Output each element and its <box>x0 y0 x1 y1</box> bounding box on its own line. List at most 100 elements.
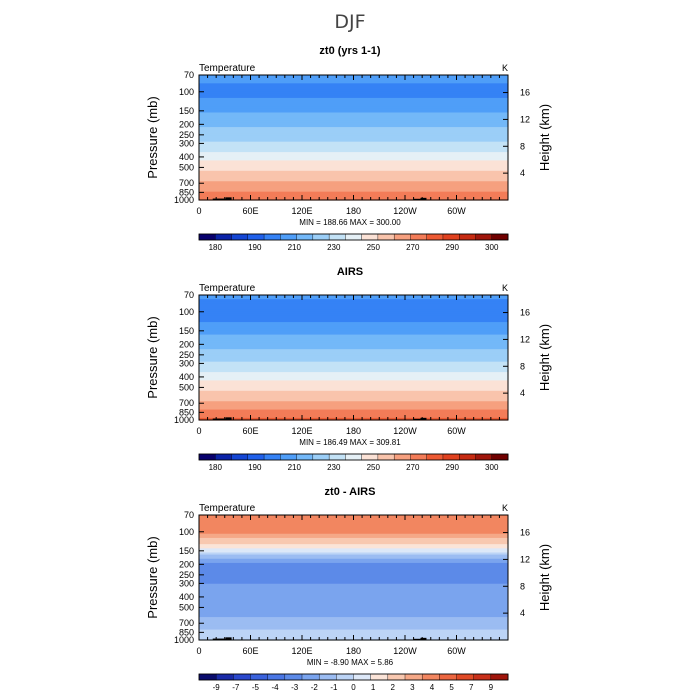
field-band <box>199 625 508 629</box>
field-band <box>199 156 508 159</box>
field <box>199 515 508 641</box>
panel-2: AIRS Temperature K Pressure (mb) 70 100 150 200… <box>145 266 552 472</box>
field-band <box>199 83 508 87</box>
field-band <box>199 367 508 371</box>
x-tick-label: 60E <box>242 206 258 216</box>
colorbar-label: 230 <box>327 243 341 252</box>
field-band <box>199 317 508 321</box>
colorbar-label: 290 <box>446 463 460 472</box>
field-band <box>199 133 508 137</box>
field-band <box>199 97 508 101</box>
field-band <box>199 577 508 581</box>
field-band <box>199 332 508 336</box>
colorbar: 180 190 210 230 250 270 290 300 <box>198 453 509 472</box>
colorbar-label: 2 <box>391 683 396 692</box>
field-band <box>199 382 508 386</box>
colorbar-swatch <box>491 233 509 241</box>
colorbar-frame <box>198 453 509 461</box>
height-tick-label: 16 <box>520 88 530 98</box>
field-band <box>199 600 508 604</box>
field-band <box>199 172 508 176</box>
colorbar-swatch <box>370 673 389 681</box>
field-band <box>199 93 508 97</box>
field-band <box>199 305 508 309</box>
field-band <box>199 523 508 527</box>
land-mask <box>420 197 427 200</box>
colorbar-swatch <box>231 453 249 461</box>
field-band <box>199 631 508 635</box>
field-band <box>199 407 508 411</box>
pressure-tick-label: 200 <box>179 559 194 569</box>
field-band <box>199 309 508 313</box>
field-band <box>199 189 508 193</box>
height-tick-label: 16 <box>520 528 530 538</box>
field-band <box>199 110 508 114</box>
pressure-tick-label: 150 <box>179 326 194 336</box>
field-band <box>199 606 508 610</box>
field-band <box>199 347 508 350</box>
field-band <box>199 112 508 116</box>
field-band <box>199 550 508 554</box>
field-band <box>199 596 508 599</box>
colorbar-swatch <box>263 453 281 461</box>
colorbar-swatch <box>426 453 444 461</box>
pressure-tick-label: 100 <box>179 527 194 537</box>
colorbar-swatch <box>393 453 411 461</box>
colorbar-swatch <box>280 233 298 241</box>
field-band <box>199 359 508 363</box>
field-band <box>199 363 508 367</box>
field-band <box>199 573 508 577</box>
field-band <box>199 604 508 608</box>
field-band <box>199 338 508 342</box>
field-band <box>199 370 508 373</box>
field-band <box>199 162 508 166</box>
y-axis-label: Pressure (mb) <box>145 536 160 618</box>
colorbar-label: 230 <box>327 463 341 472</box>
colorbar-swatch <box>473 673 492 681</box>
colorbar-swatch <box>247 233 265 241</box>
x-tick-label: 0 <box>196 206 201 216</box>
height-tick-label: 12 <box>520 114 530 124</box>
pressure-tick-label: 500 <box>179 162 194 172</box>
field-band <box>199 544 508 547</box>
colorbar-swatch <box>353 673 372 681</box>
colorbar-swatch <box>442 233 460 241</box>
colorbar-label: 300 <box>485 463 499 472</box>
field-band <box>199 164 508 168</box>
colorbar-swatch <box>459 233 476 241</box>
colorbar-label: 290 <box>446 243 460 252</box>
field-band <box>199 183 508 187</box>
colorbar-swatch <box>198 673 217 681</box>
field-band <box>199 558 508 562</box>
field-band <box>199 629 508 633</box>
colorbar-label: -5 <box>252 683 260 692</box>
field-band <box>199 181 508 184</box>
colorbar-label: 4 <box>430 683 435 692</box>
field-band <box>199 160 508 164</box>
field-band <box>199 104 508 107</box>
colorbar-frame <box>198 673 509 681</box>
colorbar-swatch <box>215 233 233 241</box>
colorbar-swatch <box>404 673 423 681</box>
field-band <box>199 127 508 130</box>
land-mask <box>420 417 427 420</box>
field-band <box>199 527 508 531</box>
colorbar-label: -1 <box>330 683 338 692</box>
field-band <box>199 152 508 155</box>
colorbar-swatch <box>393 233 411 241</box>
y2-axis-label: Height (km) <box>537 324 552 391</box>
colorbar-swatch <box>377 453 395 461</box>
colorbar-swatch <box>215 453 233 461</box>
field-band <box>199 118 508 122</box>
land-mask <box>413 198 421 200</box>
x-tick-label: 60W <box>447 206 466 216</box>
field-band <box>199 145 508 149</box>
field-band <box>199 125 508 128</box>
panel-variable-label: Temperature <box>199 503 256 514</box>
field-band <box>199 519 508 522</box>
pressure-tick-label: 500 <box>179 382 194 392</box>
colorbar-swatch <box>475 453 493 461</box>
field-band <box>199 556 508 560</box>
colorbar-swatch <box>410 453 428 461</box>
